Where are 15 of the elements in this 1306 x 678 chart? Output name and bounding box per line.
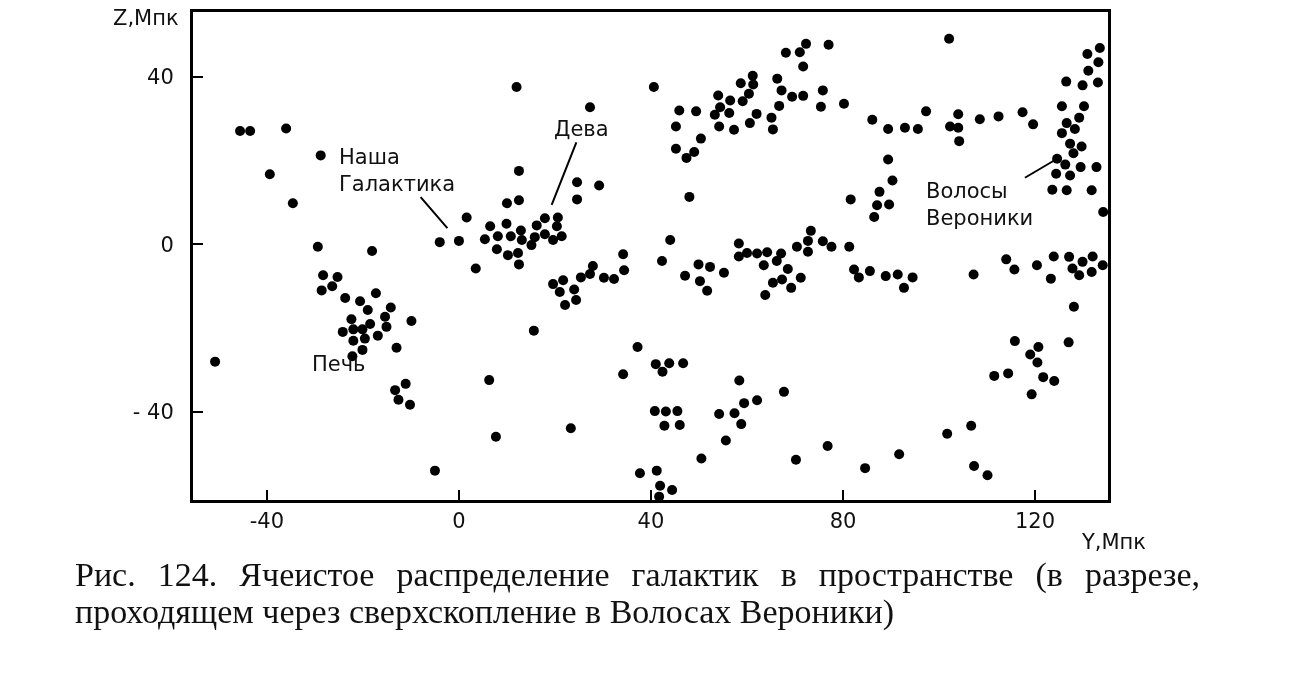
annotation: Наша Галактика — [339, 145, 456, 197]
y-tick-label: - 40 — [132, 400, 174, 425]
x-tick-label: 80 — [829, 509, 857, 534]
x-tick-label: 0 — [452, 509, 466, 534]
annotation: Волосы Вероники — [926, 179, 1034, 231]
x-tick-label: 120 — [1014, 509, 1056, 534]
y-tick-label: 40 — [147, 64, 174, 89]
x-tick-label: 40 — [637, 509, 665, 534]
x-tick-label: -40 — [249, 509, 285, 534]
text: Рис. 124. Ячеистое распределение галактик в пространстве (в разрезе, проходящем через сверхскопление в Волосах Вероники) — [75, 556, 1200, 630]
annotation: Печь — [312, 352, 366, 376]
y-tick-label: 0 — [160, 232, 174, 257]
x-axis-title: Y,Мпк — [1081, 530, 1147, 554]
y-axis-title: Z,Мпк — [113, 6, 179, 30]
annotation: Дева — [554, 117, 609, 141]
